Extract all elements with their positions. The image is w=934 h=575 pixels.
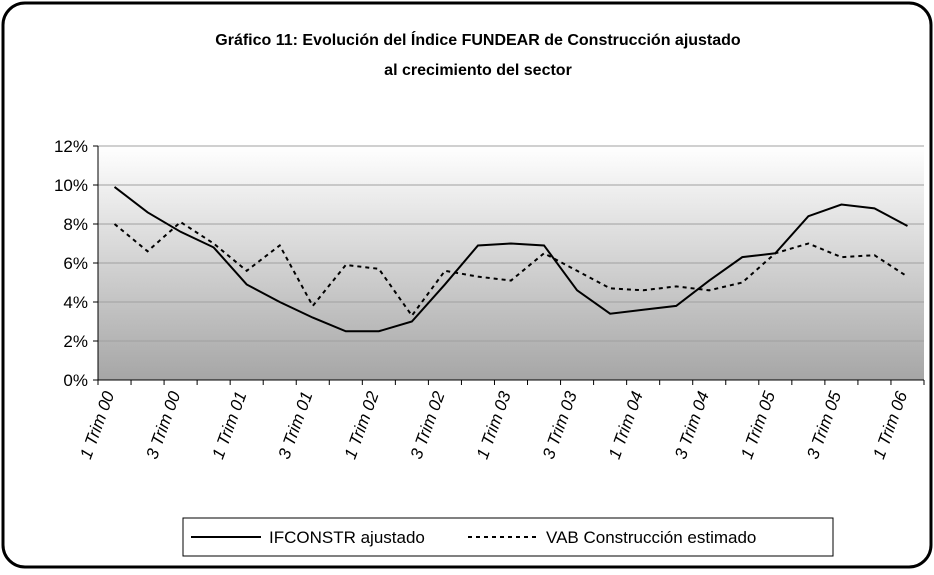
chart-title: Gráfico 11: Evolución del Índice FUNDEAR… — [215, 30, 741, 49]
y-tick-label: 0% — [63, 371, 88, 390]
legend-label: VAB Construcción estimado — [546, 528, 756, 547]
y-tick-label: 8% — [63, 215, 88, 234]
series-line — [113, 220, 909, 318]
legend-label: IFCONSTR ajustado — [269, 528, 425, 547]
y-tick-label: 2% — [63, 332, 88, 351]
y-tick-label: 10% — [54, 176, 88, 195]
y-tick-label: 12% — [54, 137, 88, 156]
chart-subtitle: al crecimiento del sector — [384, 62, 572, 79]
y-tick-label: 6% — [63, 254, 88, 273]
y-tick-label: 4% — [63, 293, 88, 312]
